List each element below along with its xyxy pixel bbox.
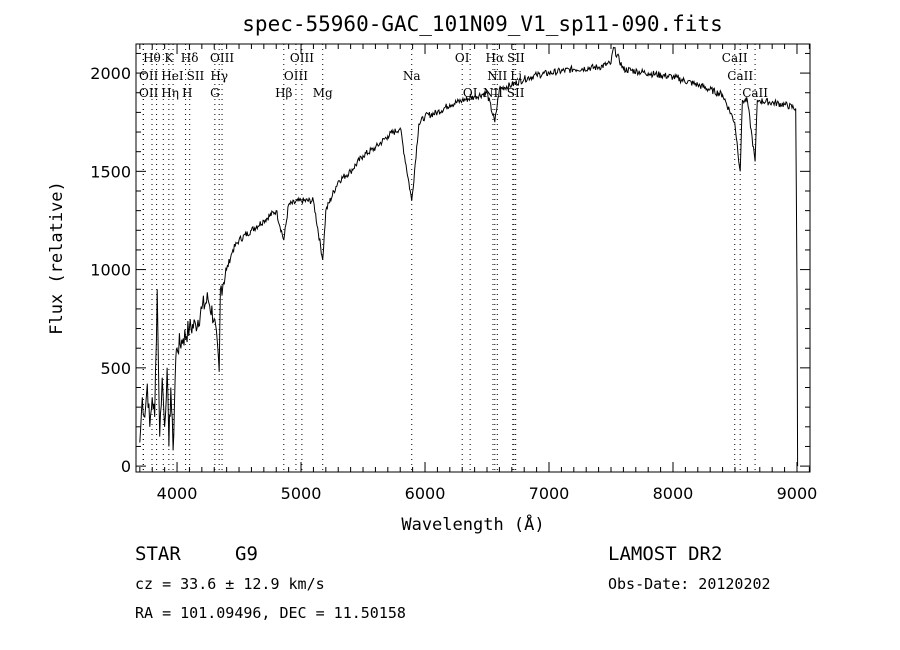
x-tick-label: 7000 <box>529 484 570 503</box>
object-subclass: G9 <box>235 543 258 565</box>
chart-title: spec-55960-GAC_101N09_V1_sp11-090.fits <box>242 12 723 36</box>
line-marker-label: NII <box>487 69 507 83</box>
obs-date: Obs-Date: 20120202 <box>608 575 771 593</box>
line-marker-label: Na <box>403 69 421 83</box>
y-tick-label: 1500 <box>90 162 131 181</box>
line-marker-label: CaII <box>742 86 768 100</box>
x-tick-label: 4000 <box>157 484 198 503</box>
line-marker-label: Hθ <box>143 51 161 65</box>
line-marker-label: OIII <box>290 51 314 65</box>
line-marker-label: Li <box>510 69 522 83</box>
survey-label: LAMOST DR2 <box>608 543 723 565</box>
line-marker-label: Mg <box>313 86 333 100</box>
y-axis-label: Flux (relative) <box>47 181 67 335</box>
x-tick-label: 8000 <box>653 484 694 503</box>
line-marker-label: H <box>182 86 192 100</box>
line-marker-label: Hδ <box>181 51 199 65</box>
object-class: STAR <box>135 543 181 565</box>
y-tick-label: 0 <box>121 457 131 476</box>
line-marker-label: SII <box>507 86 525 100</box>
line-marker-label: SII <box>187 69 205 83</box>
line-marker-label: Hα <box>486 51 505 65</box>
plot-frame <box>135 43 811 473</box>
x-tick-label: 6000 <box>405 484 446 503</box>
x-axis-label: Wavelength (Å) <box>401 513 544 535</box>
line-marker-label: Hβ <box>275 86 292 100</box>
line-marker-label: Hη <box>161 86 179 100</box>
y-tick-label: 500 <box>100 359 131 378</box>
line-marker-label: OI <box>455 51 470 65</box>
line-marker-label: Hγ <box>210 69 228 83</box>
line-marker-label: K <box>164 51 174 65</box>
line-marker-label: G <box>210 86 220 100</box>
y-tick-label: 2000 <box>90 64 131 83</box>
line-marker-label: SII <box>507 51 525 65</box>
x-tick-label: 5000 <box>281 484 322 503</box>
line-marker-label: HeI <box>161 69 184 83</box>
line-marker-label: OII <box>139 86 159 100</box>
line-marker-label: OIII <box>284 69 308 83</box>
line-marker-label: CaII <box>727 69 753 83</box>
redshift-text: cz = 33.6 ± 12.9 km/s <box>135 575 325 593</box>
line-marker-label: CaII <box>722 51 748 65</box>
y-tick-label: 1000 <box>90 261 131 280</box>
line-marker-label: OII <box>139 69 159 83</box>
x-tick-label: 9000 <box>777 484 818 503</box>
spectrum-line <box>139 46 799 467</box>
line-marker-label: OIII <box>210 51 234 65</box>
coordinates: RA = 101.09496, DEC = 11.50158 <box>135 604 406 622</box>
